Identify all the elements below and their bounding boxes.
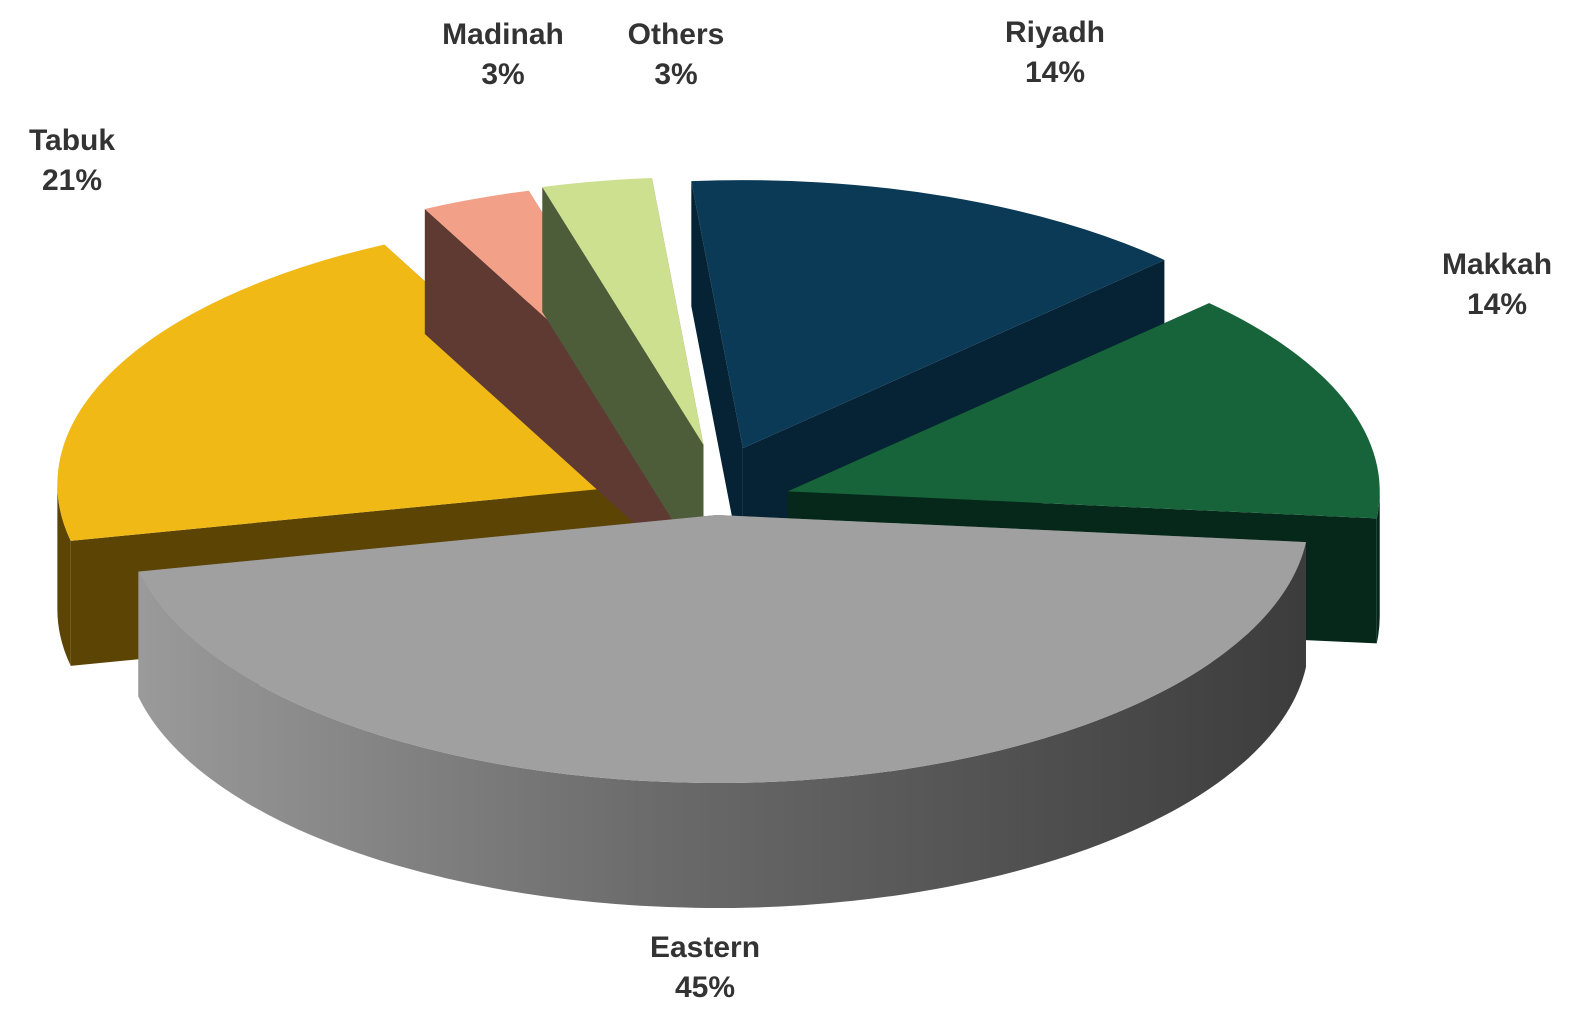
data-label-others-name: Others [628, 18, 725, 51]
pie-slice-others-top [542, 177, 704, 445]
data-label-riyadh: Riyadh 14% [1005, 16, 1105, 89]
data-label-eastern-value: 45% [675, 971, 735, 1004]
pie-slice-tabuk-side [57, 484, 71, 666]
data-label-makkah-value: 14% [1467, 288, 1527, 321]
pie-slice-eastern [138, 515, 1306, 908]
labels-layer: Riyadh 14% Makkah 14% Eastern 45% Tabuk 21% Madi… [29, 16, 1552, 1004]
data-label-makkah: Makkah 14% [1442, 248, 1552, 321]
pie-slice-tabuk-top [57, 244, 650, 541]
data-label-riyadh-name: Riyadh [1005, 16, 1105, 49]
data-label-riyadh-value: 14% [1025, 56, 1085, 89]
pie-slice-riyadh-top [691, 180, 1165, 449]
data-label-tabuk-value: 21% [42, 164, 102, 197]
slices-layer [57, 177, 1380, 908]
data-label-eastern: Eastern 45% [650, 931, 760, 1004]
pie-slice-riyadh-wall-0 [691, 181, 743, 574]
data-label-tabuk-name: Tabuk [29, 124, 115, 157]
data-label-tabuk: Tabuk 21% [29, 124, 115, 197]
data-label-others: Others 3% [628, 18, 725, 91]
pie-slice-eastern-side [138, 542, 1306, 908]
data-label-madinah-name: Madinah [442, 18, 564, 51]
pie-slice-madinah-wall-0 [424, 208, 690, 574]
data-label-eastern-name: Eastern [650, 931, 760, 964]
data-label-others-value: 3% [654, 58, 697, 91]
pie-slice-makkah-top [787, 303, 1380, 519]
data-label-madinah: Madinah 3% [442, 18, 564, 91]
pie-slice-makkah-side [1376, 491, 1380, 644]
data-label-madinah-value: 3% [481, 58, 524, 91]
pie-slice-others-wall-0 [542, 187, 704, 570]
data-label-makkah-name: Makkah [1442, 248, 1552, 281]
pie-slice-eastern-top [138, 515, 1306, 783]
pie-slice-others [542, 177, 704, 570]
